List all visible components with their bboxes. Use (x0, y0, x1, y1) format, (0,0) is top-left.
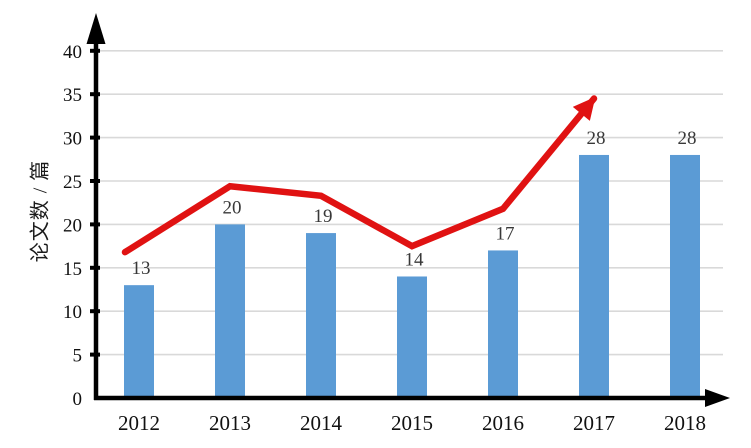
trend-line-layer (121, 95, 598, 256)
x-axis-arrow-icon (705, 389, 730, 407)
labels-layer: 0 5 10 15 20 25 30 35 40 13 2012 20 2013 19 2014 14 2015… (63, 42, 706, 435)
bar-2012 (124, 285, 154, 398)
y-axis-arrow-icon (86, 13, 106, 44)
y-tick-label: 30 (63, 129, 82, 150)
bar-2017 (579, 154, 609, 398)
x-category-label: 2014 (300, 411, 343, 435)
bars-layer (124, 154, 700, 398)
y-tick-label: 15 (63, 259, 82, 280)
bar-2018 (670, 154, 700, 398)
bar-value-label: 14 (405, 249, 425, 270)
y-tick-label: 10 (63, 302, 82, 323)
y-tick-label: 40 (63, 42, 82, 63)
bar-value-label: 13 (132, 258, 151, 279)
bar-value-label: 28 (587, 128, 606, 149)
bar-value-label: 19 (314, 206, 333, 227)
y-tick-label: 35 (63, 85, 82, 106)
gridlines-layer (99, 49, 723, 356)
trend-line (121, 95, 598, 256)
axes-layer (86, 13, 730, 407)
x-category-label: 2013 (209, 411, 251, 435)
x-category-label: 2015 (391, 411, 433, 435)
bar-2015 (397, 276, 427, 398)
x-category-label: 2012 (118, 411, 160, 435)
bar-value-label: 17 (496, 223, 515, 244)
y-tick-label: 5 (73, 346, 83, 367)
bar-value-label: 20 (223, 197, 242, 218)
bar-2016 (488, 250, 518, 398)
bar-2014 (306, 233, 336, 398)
y-tick-label: 20 (63, 215, 82, 236)
x-category-label: 2018 (664, 411, 706, 435)
y-tick-label: 25 (63, 172, 82, 193)
x-category-label: 2017 (573, 411, 615, 435)
bar-2013 (215, 224, 245, 398)
x-category-label: 2016 (482, 411, 524, 435)
bar-value-label: 28 (678, 128, 697, 149)
y-axis-title: 论文数 / 篇 (29, 159, 52, 263)
y-tick-label: 0 (73, 389, 83, 410)
